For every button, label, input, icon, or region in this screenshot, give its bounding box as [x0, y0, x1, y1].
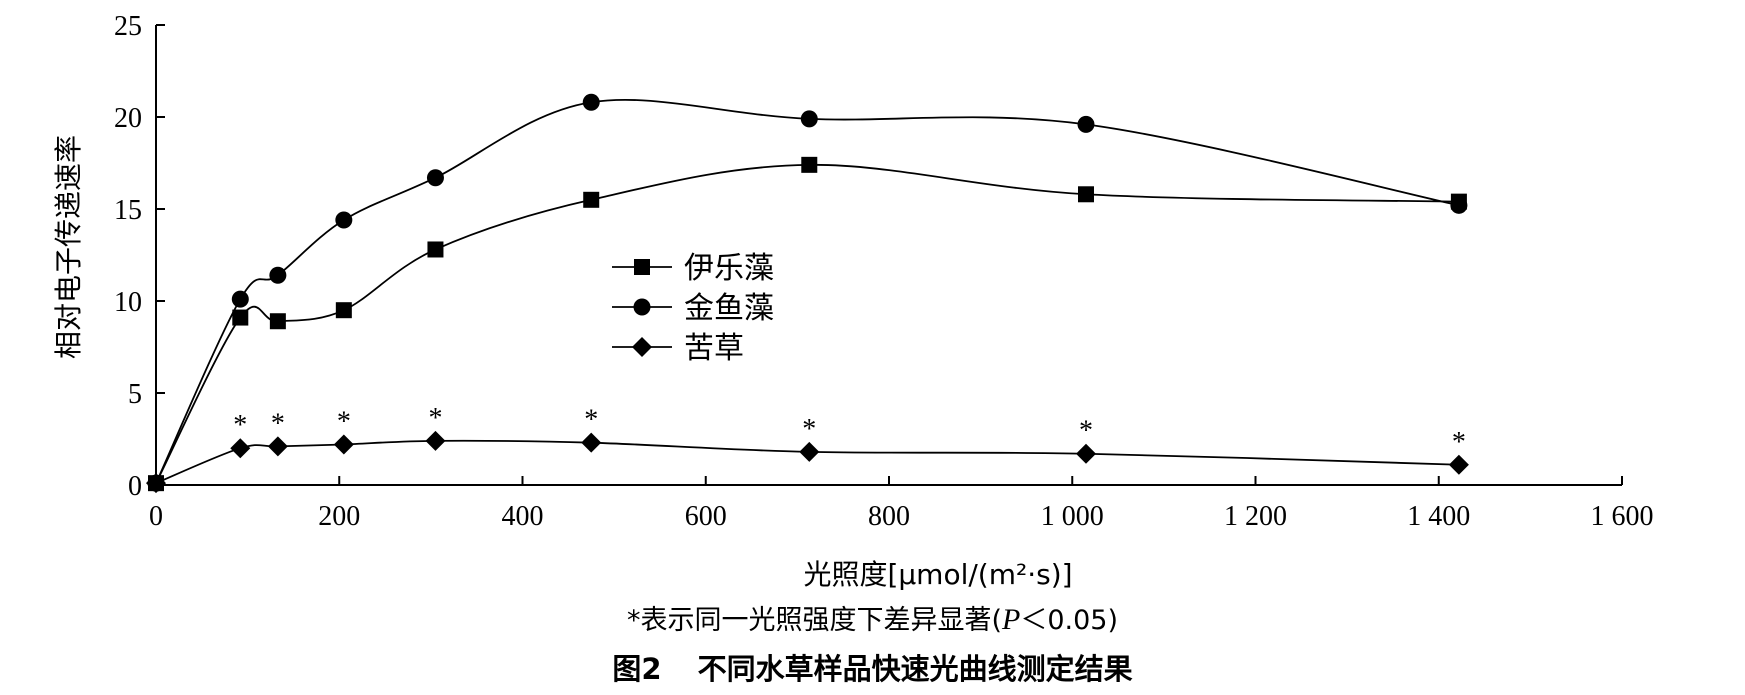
data-point-diamond — [799, 441, 820, 462]
x-tick-label: 200 — [318, 501, 360, 532]
legend-label: 金鱼藻 — [684, 291, 774, 326]
significance-markers: * * * * * * * * — [233, 403, 1466, 458]
data-point-circle — [1077, 115, 1095, 133]
data-point-diamond — [1075, 443, 1096, 464]
axes: 0 200 400 600 800 1 000 1 200 1 400 1 600 0 5 10 15 2… — [114, 11, 1654, 532]
data-point-diamond — [425, 430, 446, 451]
data-point-diamond — [267, 436, 288, 457]
data-point-circle — [1450, 196, 1468, 214]
data-point-diamond — [333, 434, 354, 455]
data-point-square — [583, 191, 600, 208]
significance-star: * — [337, 407, 351, 438]
significance-star: * — [584, 405, 598, 436]
y-axis-title: 相对电子传递速率 — [52, 135, 85, 359]
data-point-square — [427, 241, 444, 258]
x-tick-label: 0 — [149, 501, 163, 532]
light-response-chart: 0 200 400 600 800 1 000 1 200 1 400 1 600 0 5 10 15 2… — [52, 11, 1654, 591]
data-point-square — [269, 313, 286, 330]
note-prefix: *表示同一光照强度下差异显著( — [626, 605, 1003, 636]
data-point-square — [232, 309, 249, 326]
y-tick-label: 25 — [114, 11, 142, 42]
significance-star: * — [233, 410, 247, 441]
significance-star: * — [802, 414, 816, 445]
significance-note: *表示同一光照强度下差异显著(P＜0.05) — [0, 598, 1745, 637]
x-tick-label: 800 — [868, 501, 910, 532]
x-tick-label: 400 — [502, 501, 544, 532]
data-point-circle — [582, 93, 600, 111]
x-axis-title: 光照度[μmol/(m²·s)] — [803, 558, 1072, 591]
y-tick-label: 10 — [114, 287, 142, 318]
data-point-diamond — [230, 438, 251, 459]
data-point-circle — [800, 110, 818, 128]
data-point-circle — [335, 211, 353, 229]
data-point-square — [335, 302, 352, 319]
figure-number: 图2 — [612, 652, 662, 686]
significance-star: * — [1079, 416, 1093, 447]
y-tick-label: 20 — [114, 103, 142, 134]
legend-marker-diamond — [632, 337, 652, 357]
legend-marker-square — [634, 259, 650, 275]
significance-star: * — [428, 403, 442, 434]
legend-label: 伊乐藻 — [684, 251, 774, 286]
note-suffix: ＜0.05) — [1020, 605, 1119, 636]
data-point-diamond — [146, 473, 166, 494]
x-tick-label: 1 400 — [1407, 501, 1470, 532]
series-lines — [146, 93, 1469, 494]
data-point-square — [801, 156, 818, 173]
x-tick-label: 1 600 — [1591, 501, 1654, 532]
data-point-circle — [426, 169, 444, 187]
data-point-diamond — [1448, 454, 1469, 475]
note-p-symbol: P — [1002, 603, 1021, 636]
figure-caption: 图2 不同水草样品快速光曲线测定结果 — [0, 646, 1745, 688]
data-point-circle — [269, 266, 287, 284]
y-tick-label: 5 — [128, 379, 142, 410]
x-tick-label: 1 000 — [1041, 501, 1104, 532]
legend-label: 苦草 — [684, 331, 744, 366]
data-point-circle — [231, 290, 249, 308]
y-tick-label: 15 — [114, 195, 142, 226]
significance-star: * — [271, 408, 285, 439]
significance-star: * — [1452, 427, 1466, 458]
data-point-square — [1077, 186, 1094, 203]
legend-marker-circle — [633, 298, 651, 316]
x-tick-label: 1 200 — [1224, 501, 1287, 532]
data-point-diamond — [581, 432, 602, 453]
y-tick-label: 0 — [128, 471, 142, 502]
x-tick-label: 600 — [685, 501, 727, 532]
figure-title: 不同水草样品快速光曲线测定结果 — [697, 652, 1133, 686]
